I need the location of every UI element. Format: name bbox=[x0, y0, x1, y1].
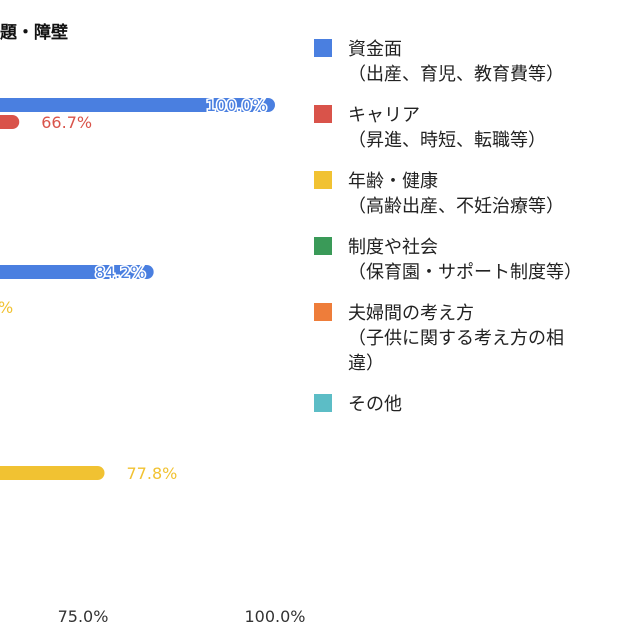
legend-label: キャリア bbox=[348, 105, 420, 126]
chart-title: 題・障壁 bbox=[0, 22, 68, 43]
data-labels-group: 100.0% 66.7% 84.2%% 77.8% bbox=[0, 95, 269, 484]
bar bbox=[0, 466, 105, 480]
legend-label: 年齢・健康 bbox=[348, 171, 438, 192]
data-label: 100.0% bbox=[206, 96, 267, 115]
legend-swatch bbox=[314, 303, 332, 321]
data-label: 66.7% bbox=[41, 113, 92, 132]
bar bbox=[0, 115, 20, 129]
legend-label: 資金面 bbox=[348, 39, 402, 60]
bars-group bbox=[0, 98, 275, 480]
bar bbox=[0, 98, 275, 112]
x-axis-ticks: 75.0% 100.0% bbox=[58, 607, 306, 626]
legend-swatch bbox=[314, 39, 332, 57]
legend-swatch bbox=[314, 171, 332, 189]
legend-label: （子供に関する考え方の相 bbox=[348, 328, 564, 349]
legend-swatch bbox=[314, 105, 332, 123]
legend-label: （出産、育児、教育費等） bbox=[348, 64, 564, 85]
x-tick-label: 100.0% bbox=[244, 607, 305, 626]
legend-label: （保育園・サポート制度等） bbox=[348, 262, 582, 283]
legend-swatch bbox=[314, 237, 332, 255]
legend: 資金面 （出産、育児、教育費等） キャリア （昇進、時短、転職等） 年齢・健康 （高齢出産… bbox=[314, 39, 582, 415]
legend-label: 制度や社会 bbox=[348, 237, 438, 258]
legend-swatch bbox=[314, 394, 332, 412]
legend-label: （高齢出産、不妊治療等） bbox=[348, 196, 564, 217]
legend-label: 夫婦間の考え方 bbox=[348, 303, 474, 324]
legend-label: （昇進、時短、転職等） bbox=[348, 130, 546, 151]
legend-label: その他 bbox=[348, 394, 402, 415]
bar bbox=[0, 265, 154, 279]
data-label: 77.8% bbox=[127, 464, 178, 483]
data-label: 84.2% bbox=[95, 263, 146, 282]
legend-label: 違） bbox=[348, 353, 384, 374]
data-label: % bbox=[0, 298, 13, 317]
x-tick-label: 75.0% bbox=[58, 607, 109, 626]
